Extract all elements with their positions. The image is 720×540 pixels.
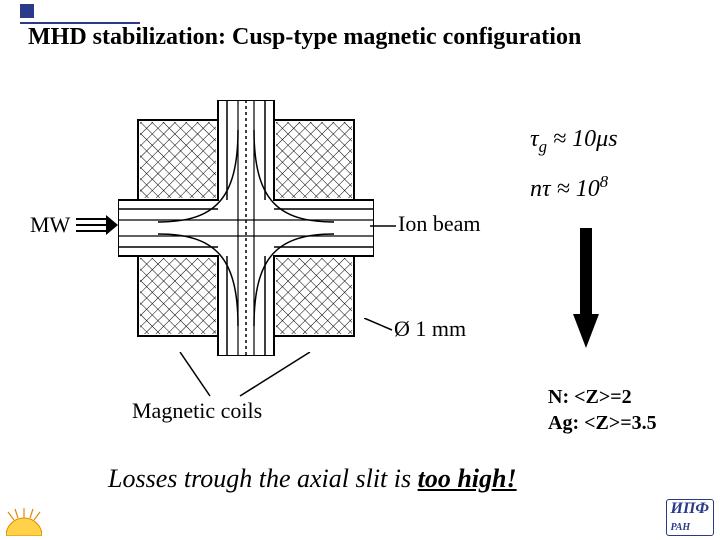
label-microwave: MW <box>30 212 70 238</box>
equation-tau-g: τg ≈ 10μs <box>530 126 618 157</box>
slide-title: MHD stabilization: Cusp-type magnetic co… <box>28 24 581 51</box>
ion-beam-leader-line <box>370 221 396 231</box>
result-line-nitrogen: N: <Z>=2 <box>548 384 657 410</box>
label-magnetic-coils: Magnetic coils <box>132 398 262 424</box>
down-arrow-icon <box>573 228 599 348</box>
coils-leader-lines <box>160 352 330 400</box>
result-line-silver: Ag: <Z>=3.5 <box>548 410 657 436</box>
label-ion-beam: Ion beam <box>398 211 480 237</box>
logo-right-institute: ИПФРАН <box>666 499 715 536</box>
losses-emphasis: too high! <box>418 464 517 493</box>
diameter-leader-line <box>364 318 394 334</box>
label-diameter: Ø 1 mm <box>394 316 466 342</box>
losses-prefix: Losses trough the axial slit is <box>108 464 418 493</box>
results-text: N: <Z>=2 Ag: <Z>=3.5 <box>548 384 657 436</box>
logo-left-sun-icon <box>6 508 42 536</box>
equation-n-tau: nτ ≈ 108 <box>530 172 608 203</box>
cusp-diagram <box>118 100 374 356</box>
mw-arrow-icon <box>72 211 118 239</box>
losses-statement: Losses trough the axial slit is too high… <box>108 464 517 494</box>
corner-accent-block <box>20 4 34 18</box>
